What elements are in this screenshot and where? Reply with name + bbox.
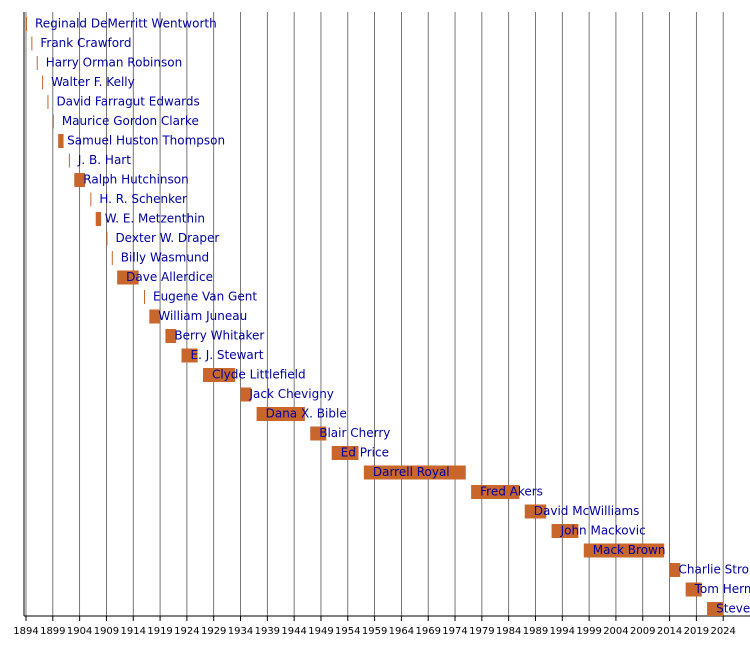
bar [331,446,359,460]
coach-label: H. R. Schenker [99,192,187,206]
coach-label: Ed Price [341,446,389,460]
coach-label: David Farragut Edwards [56,95,199,109]
bar [52,114,54,129]
coach-label: John Mackovic [560,524,646,538]
coach-label: Dave Allerdice [126,270,213,284]
bar [202,368,236,382]
bar [74,173,85,187]
bar [47,95,49,109]
coach-label: Charlie Strong [679,563,750,577]
coach-label: Frank Crawford [40,36,131,50]
x-tick-label: 1979 [469,626,494,637]
x-tick-label: 1929 [201,626,226,637]
x-tick-label: 2009 [630,626,655,637]
coach-label: Mack Brown [593,543,666,557]
bar [90,192,92,207]
x-tick-label: 1894 [13,626,38,637]
x-tick-label: 1964 [389,626,414,637]
bar [583,543,665,558]
x-tick-label: 1974 [442,626,467,637]
x-tick-label: 1904 [67,626,92,637]
coach-label: Berry Whitaker [174,329,264,343]
x-tick-label: 2014 [657,626,682,637]
coach-label: E. J. Stewart [191,348,264,362]
bar [685,582,702,597]
bar [31,36,33,51]
coach-label: Ralph Hutchinson [83,173,188,187]
bar [240,387,252,402]
x-tick-label: 1914 [121,626,146,637]
bar [42,75,44,90]
coach-label: Jack Chevigny [249,387,334,401]
coach-label: Walter F. Kelly [51,75,135,89]
coach-label: Fred Akers [480,485,543,499]
bar [707,602,724,616]
x-tick-label: 1899 [40,626,65,637]
x-tick-label: 1944 [281,626,306,637]
x-tick-label: 1939 [255,626,280,637]
bar [58,134,64,148]
coach-label: Tom Herman [694,582,750,596]
bar [117,270,139,285]
x-tick-label: 2004 [603,626,628,637]
coach-label: Maurice Gordon Clarke [62,114,199,128]
coach-label: Darrell Royal [373,465,450,479]
x-tick-label: 1959 [362,626,387,637]
x-tick-label: 1909 [94,626,119,637]
x-tick-label: 2024 [710,626,735,637]
coach-label: David McWilliams [534,504,640,518]
x-tick-label: 1934 [228,626,253,637]
bar [165,329,177,343]
coach-label: Reginald DeMerritt Wentworth [35,17,217,31]
bar [471,485,520,499]
coach-label: William Juneau [158,309,247,323]
coach-label: Dana X. Bible [266,407,347,421]
coach-label: J. B. Hart [77,153,131,167]
bar [68,153,70,168]
coach-label: Samuel Huston Thompson [67,134,225,148]
bar [111,251,113,265]
bar [669,563,681,577]
coach-label: Clyde Littlefield [212,368,306,382]
bar [95,212,102,226]
bar [363,465,466,480]
bar [106,231,108,246]
bar [149,309,161,324]
x-tick-label: 1919 [147,626,172,637]
x-tick-label: 1984 [496,626,521,637]
x-tick-label: 1989 [523,626,548,637]
coach-label: Billy Wasmund [121,251,209,265]
bar [310,426,327,441]
coach-label: Eugene Van Gent [153,290,257,304]
bar [181,348,198,363]
x-tick-label: 2019 [684,626,709,637]
coach-label: Dexter W. Draper [115,231,219,245]
coach-label: Steve Sarkisian [716,602,750,616]
coach-label: Blair Cherry [319,426,390,440]
x-tick-label: 1969 [415,626,440,637]
bar [551,524,579,538]
x-tick-label: 1999 [576,626,601,637]
x-tick-label: 1954 [335,626,360,637]
bar [524,504,547,519]
bar [256,407,305,421]
x-tick-label: 1949 [308,626,333,637]
coach-label: W. E. Metzenthin [105,212,205,226]
coach-label: Harry Orman Robinson [46,56,182,70]
x-tick-label: 1924 [174,626,199,637]
bar [143,290,145,304]
bar [26,17,27,31]
x-tick-label: 1994 [550,626,575,637]
bar [36,56,38,70]
